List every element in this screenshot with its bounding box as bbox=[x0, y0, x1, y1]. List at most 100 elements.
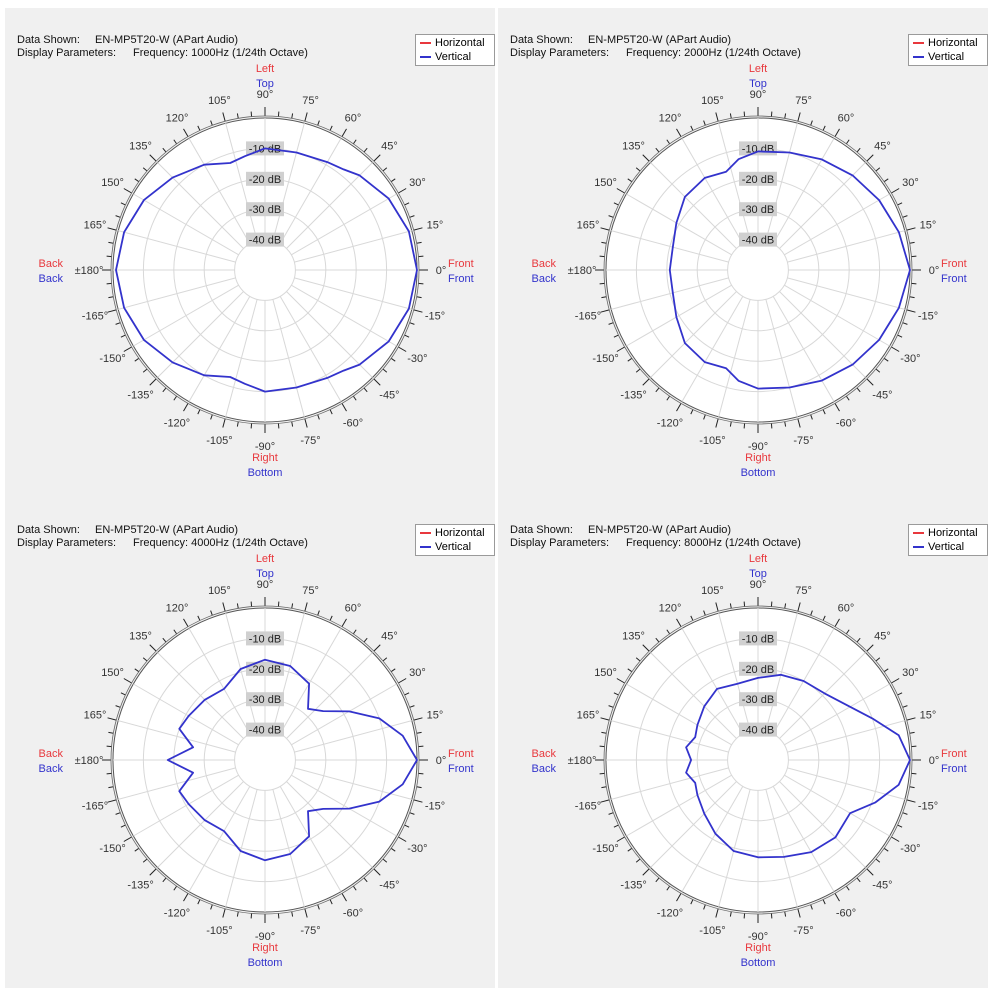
grid-spoke bbox=[286, 781, 373, 868]
angle-tick bbox=[382, 657, 388, 662]
angle-tick bbox=[108, 731, 114, 734]
angle-tick bbox=[616, 836, 625, 842]
angle-tick bbox=[398, 836, 407, 842]
angle-tick bbox=[627, 178, 633, 183]
angle-tick bbox=[115, 812, 121, 815]
angle-tick-label: 165° bbox=[84, 709, 107, 721]
grid-spoke bbox=[718, 123, 751, 241]
angle-tick-label: 15° bbox=[427, 709, 444, 721]
ring-label: -40 dB bbox=[249, 235, 281, 247]
angle-tick-label: 45° bbox=[381, 141, 398, 153]
angle-tick bbox=[676, 128, 682, 137]
angle-tick bbox=[183, 618, 189, 627]
angle-tick bbox=[416, 786, 422, 789]
angle-tick bbox=[120, 202, 126, 206]
angle-tick-label: 0° bbox=[929, 755, 940, 767]
ring-label: -30 dB bbox=[742, 204, 774, 216]
direction-label-top: Top bbox=[749, 568, 767, 580]
angle-tick-label: -135° bbox=[127, 879, 153, 891]
angle-tick bbox=[834, 893, 840, 902]
angle-tick-label: -45° bbox=[379, 879, 399, 891]
angle-tick-label: -150° bbox=[99, 843, 125, 855]
direction-label-back-v: Back bbox=[39, 763, 64, 775]
angle-tick bbox=[149, 644, 157, 652]
angle-tick bbox=[600, 799, 610, 803]
angle-tick-label: -15° bbox=[918, 311, 938, 323]
display-params-value: Frequency: 8000Hz (1/24th Octave) bbox=[626, 537, 801, 549]
ring-label: -10 dB bbox=[742, 633, 774, 645]
ring-label-bg bbox=[246, 232, 284, 247]
angle-tick-label: -105° bbox=[699, 435, 725, 447]
angle-tick-label: 120° bbox=[166, 113, 189, 125]
grid-spoke bbox=[779, 162, 866, 249]
grid-spoke bbox=[626, 774, 732, 837]
angle-tick-label: 135° bbox=[622, 141, 645, 153]
angle-tick bbox=[404, 824, 410, 828]
angle-tick bbox=[666, 139, 671, 145]
ring-label: -30 dB bbox=[742, 694, 774, 706]
angle-tick bbox=[897, 692, 903, 696]
angle-tick bbox=[891, 188, 900, 194]
angle-tick-label: -30° bbox=[407, 353, 427, 365]
display-params-label: Display Parameters: bbox=[510, 537, 610, 549]
angle-tick bbox=[120, 334, 126, 338]
angle-tick bbox=[149, 868, 157, 876]
angle-tick bbox=[142, 657, 148, 662]
angle-tick bbox=[329, 899, 333, 905]
angle-tick bbox=[341, 893, 347, 902]
angle-tick bbox=[822, 899, 826, 905]
grid-spoke bbox=[779, 781, 866, 868]
angle-tick-label: 135° bbox=[129, 631, 152, 643]
angle-tick bbox=[797, 908, 801, 918]
angle-tick-label: 120° bbox=[166, 603, 189, 615]
angle-tick-label: -90° bbox=[748, 441, 768, 453]
direction-label-right: Right bbox=[745, 452, 771, 464]
angle-tick bbox=[341, 403, 347, 412]
grid-spoke bbox=[157, 652, 244, 739]
angle-tick-label: 105° bbox=[701, 585, 724, 597]
angle-tick bbox=[183, 128, 189, 137]
grid-spoke bbox=[611, 277, 729, 310]
info-block: Data Shown: EN-MP5T20-W (APart Audio) Dis… bbox=[17, 524, 308, 550]
angle-tick bbox=[834, 618, 840, 627]
data-shown-label: Data Shown: bbox=[510, 524, 573, 536]
grid-spoke bbox=[772, 138, 835, 244]
angle-tick bbox=[866, 644, 874, 652]
ring-label-bg bbox=[739, 171, 777, 186]
angle-tick bbox=[382, 858, 388, 863]
data-shown-label: Data Shown: bbox=[17, 34, 80, 46]
grid-spoke bbox=[681, 628, 744, 734]
angle-tick bbox=[373, 644, 381, 652]
angle-tick-label: 30° bbox=[902, 667, 919, 679]
polar-plot: 0° 15° 30° 45° 60° 75° 90° 105° 120° 135° 150° 165°… bbox=[39, 553, 474, 969]
tick-ring bbox=[603, 115, 913, 425]
grid-spoke bbox=[784, 284, 890, 347]
angle-tick bbox=[236, 113, 239, 119]
angle-tick bbox=[715, 418, 719, 428]
grid-spoke bbox=[779, 291, 866, 378]
angle-tick bbox=[601, 296, 607, 299]
direction-label-left: Left bbox=[749, 63, 767, 75]
angle-tick bbox=[291, 113, 294, 119]
angle-tick bbox=[107, 799, 117, 803]
angle-tick bbox=[601, 241, 607, 244]
angle-tick bbox=[642, 154, 650, 162]
angle-tick bbox=[875, 858, 881, 863]
grid-spoke bbox=[286, 291, 373, 378]
legend-item-vertical: Vertical bbox=[420, 540, 494, 554]
angle-tick bbox=[107, 227, 117, 231]
angle-tick bbox=[608, 215, 614, 218]
angle-tick bbox=[906, 717, 916, 721]
direction-label-back-h: Back bbox=[39, 748, 64, 760]
ring-label: -10 dB bbox=[249, 633, 281, 645]
angle-tick bbox=[317, 904, 320, 910]
polar-plot: 0° 15° 30° 45° 60° 75° 90° 105° 120° 135° 150° 165°… bbox=[39, 63, 474, 479]
grid-spoke bbox=[157, 291, 244, 378]
direction-label-front-v: Front bbox=[448, 763, 474, 775]
grid-spoke bbox=[286, 652, 373, 739]
display-params-value: Frequency: 4000Hz (1/24th Octave) bbox=[133, 537, 308, 549]
direction-label-bottom: Bottom bbox=[248, 467, 283, 479]
angle-tick-label: -60° bbox=[836, 907, 856, 919]
ring-label-bg bbox=[246, 171, 284, 186]
grid-spoke bbox=[279, 628, 342, 734]
